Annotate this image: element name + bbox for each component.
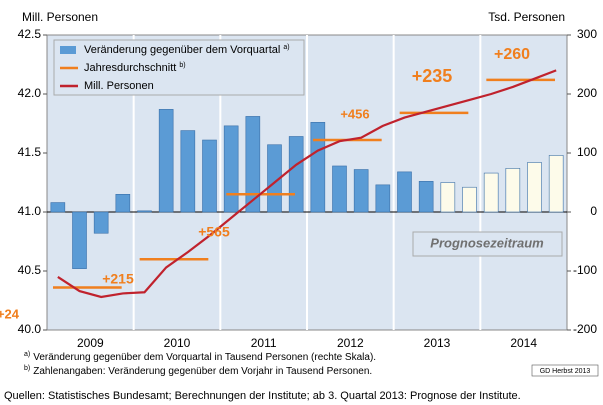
x-tick-label: 2009: [77, 336, 104, 350]
legend-text: Mill. Personen: [84, 80, 154, 92]
y2-tick-label: 300: [577, 27, 597, 41]
x-tick-label: 2012: [337, 336, 364, 350]
bar: [180, 130, 196, 213]
x-tick-label: 2010: [164, 336, 191, 350]
bar: [245, 116, 261, 213]
footnote: b) Zahlenangaben: Veränderung gegenüber d…: [24, 365, 372, 377]
y2-tick-label: 200: [577, 86, 597, 100]
bar: [137, 210, 152, 213]
forecast-box: [412, 231, 563, 257]
bar: [72, 211, 87, 269]
y2-tick-label: -200: [573, 322, 597, 336]
bar: [397, 171, 412, 213]
bar: [310, 122, 326, 213]
y-tick-label: 40.5: [18, 263, 42, 277]
y2-tick-label: -100: [573, 263, 597, 277]
y-axis-label: Mill. Personen: [22, 10, 98, 24]
x-tick-label: 2011: [251, 336, 277, 350]
bar: [202, 139, 217, 213]
y-tick-label: 42.0: [18, 86, 42, 100]
y2-axis-label: Tsd. Personen: [488, 10, 565, 24]
legend-label: Veränderung gegenüber dem Vorquartal a): [84, 44, 290, 56]
footnote-text: Zahlenangaben: Veränderung gegenüber dem…: [33, 366, 372, 377]
legend: [53, 39, 305, 96]
y2-tick-label: 100: [577, 145, 597, 159]
legend-note: b): [179, 62, 185, 69]
legend-label: Jahresdurchschnitt b): [84, 62, 186, 74]
bar: [548, 155, 564, 213]
footnote-text: Veränderung gegenüber dem Vorquartal in …: [33, 352, 376, 363]
y2-tick-label: 0: [590, 204, 597, 218]
badge-box: [531, 364, 599, 377]
legend-text: Veränderung gegenüber dem Vorquartal: [84, 44, 280, 56]
y-tick-label: 40.0: [18, 322, 42, 336]
line: [57, 69, 557, 299]
forecast-label: Prognosezeitraum: [430, 235, 544, 250]
y-tick-label: 41.5: [18, 145, 42, 159]
legend-label: Mill. Personen: [84, 80, 154, 92]
bar: [462, 186, 477, 213]
legend-swatch: [60, 46, 76, 54]
annotation: +260: [494, 46, 530, 63]
bar: [115, 194, 131, 213]
bar: [223, 125, 239, 213]
bar: [418, 181, 434, 213]
bar: [332, 165, 347, 213]
bar: [353, 169, 369, 213]
annotation: +456: [340, 106, 369, 121]
x-tick-label: 2014: [510, 336, 537, 350]
annotation: +565: [198, 224, 230, 240]
bar: [288, 136, 304, 213]
bar: [440, 182, 456, 213]
badge: GD Herbst 2013: [540, 368, 591, 375]
annotation: +24: [0, 306, 20, 321]
footnote-mark: a): [24, 351, 30, 358]
bar: [505, 168, 521, 213]
x-tick-label: 2013: [424, 336, 451, 350]
bar: [375, 184, 391, 213]
bar: [483, 172, 499, 213]
source: Quellen: Statistisches Bundesamt; Berech…: [4, 390, 521, 402]
legend-text: Jahresdurchschnitt: [84, 62, 176, 74]
bar: [158, 109, 174, 213]
y-tick-label: 41.0: [18, 204, 42, 218]
annotation: +235: [412, 66, 453, 86]
annotation: +215: [102, 271, 134, 287]
footnote: a) Veränderung gegenüber dem Vorquartal i…: [24, 351, 376, 363]
bar: [93, 211, 109, 234]
bar: [50, 202, 66, 213]
bar: [527, 162, 542, 213]
y-tick-label: 42.5: [18, 27, 42, 41]
footnote-mark: b): [24, 365, 30, 372]
legend-note: a): [283, 44, 289, 51]
